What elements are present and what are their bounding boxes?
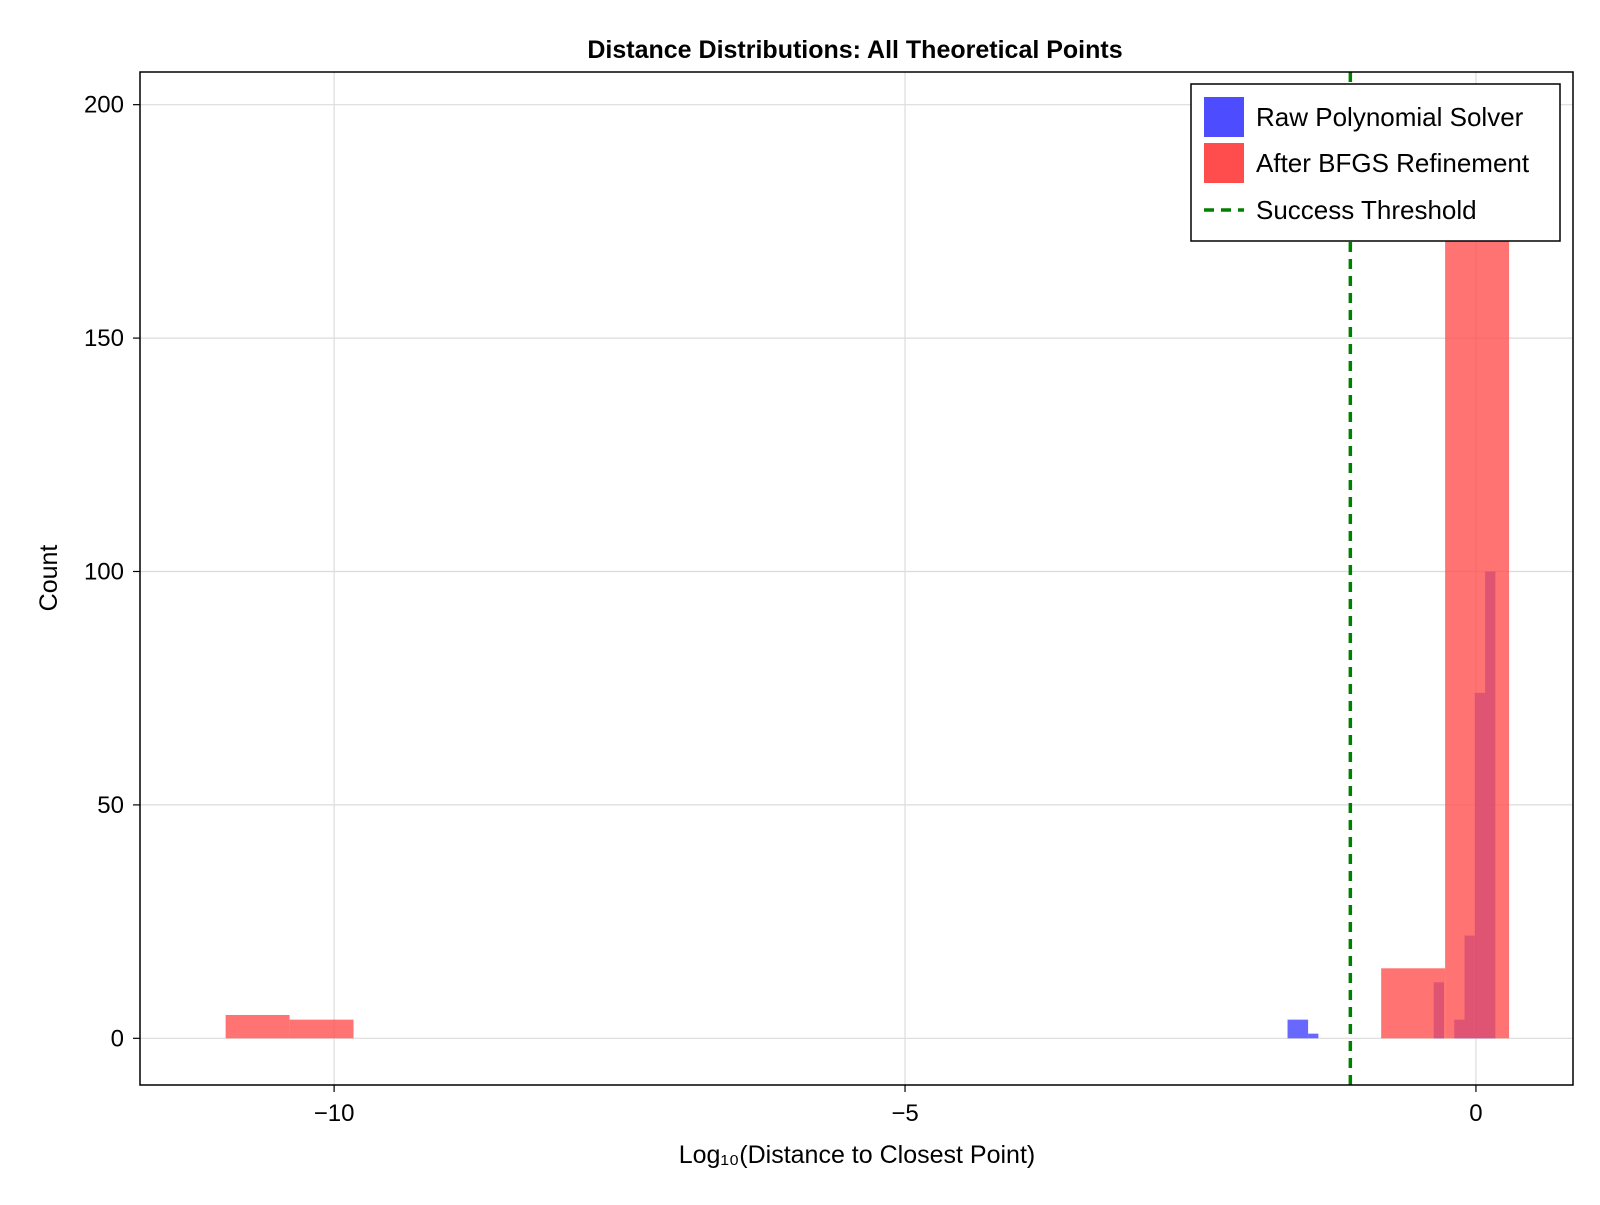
x-axis-label: Log₁₀(Distance to Closest Point): [679, 1141, 1035, 1169]
y-tick-label: 100: [84, 558, 124, 585]
legend-swatch-raw-polynomial-solver: [1204, 97, 1244, 137]
y-tick-label: 0: [111, 1025, 124, 1052]
y-tick-label: 50: [97, 792, 124, 819]
legend-box: [1190, 83, 1561, 242]
x-tick-label: 0: [1469, 1100, 1482, 1127]
bar-after-bfgs-refinement: [289, 1019, 354, 1039]
histogram-bars: [225, 165, 1510, 1039]
bar-after-bfgs-refinement: [1445, 165, 1510, 1039]
x-tick-label: −10: [314, 1100, 355, 1127]
y-axis-label: Count: [35, 545, 63, 612]
legend-swatch-after-bfgs-refinement: [1204, 143, 1244, 183]
bar-raw-polynomial-solver: [1308, 1033, 1319, 1039]
x-tick-label: −5: [891, 1100, 918, 1127]
y-tick-label: 200: [84, 92, 124, 119]
bar-after-bfgs-refinement: [225, 1014, 290, 1039]
chart-title: Distance Distributions: All Theoretical …: [587, 36, 1122, 64]
plot-frame: [139, 71, 1574, 1086]
legend: Raw Polynomial Solver After BFGS Refinem…: [1190, 83, 1561, 242]
y-tick-label: 150: [84, 325, 124, 352]
bar-after-bfgs-refinement: [1381, 968, 1446, 1039]
legend-label-raw-polynomial-solver: Raw Polynomial Solver: [1256, 102, 1524, 132]
legend-label-success-threshold: Success Threshold: [1256, 195, 1477, 225]
axis-ticks: −10 −5 0 0 50 100 150 200: [84, 92, 1483, 1127]
bar-raw-polynomial-solver: [1287, 1019, 1309, 1039]
legend-label-after-bfgs-refinement: After BFGS Refinement: [1256, 148, 1530, 178]
